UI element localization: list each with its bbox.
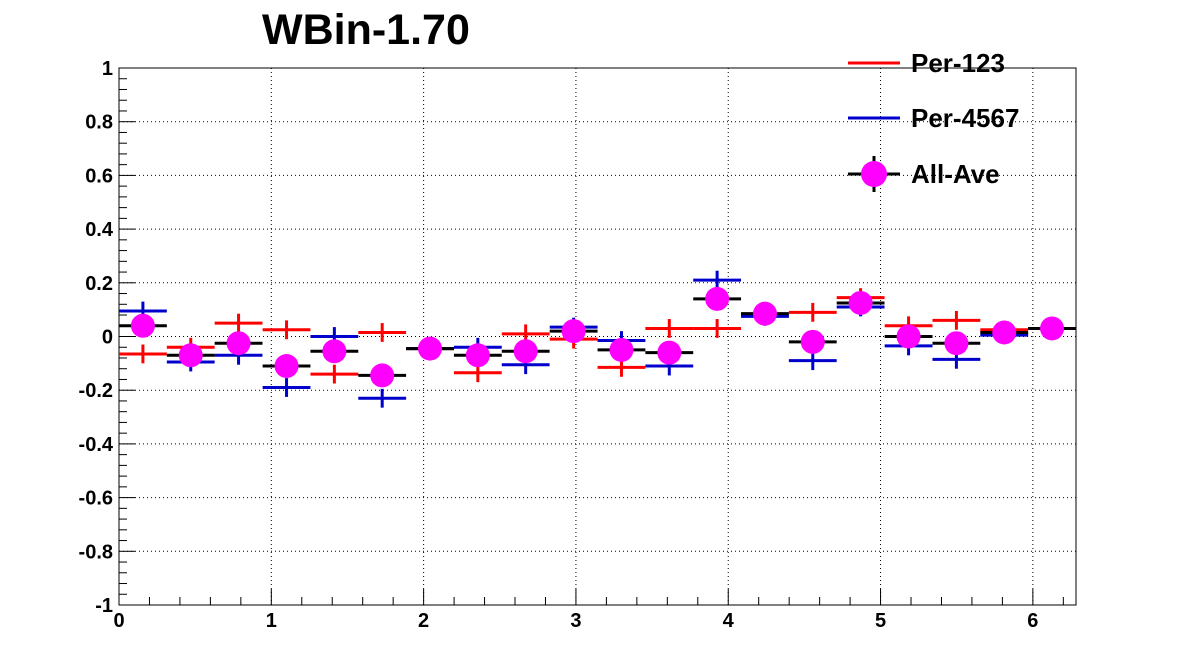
legend-entry: Per-123 (848, 48, 1005, 78)
x-tick-label: 3 (570, 610, 581, 632)
y-axis: -1 -0.8 -0.6 -0.4 -0.2 0 0.2 0.4 0.6 0.8 1 (79, 58, 135, 617)
y-tick-label: -0.2 (79, 380, 113, 402)
legend-entry: Per-4567 (848, 103, 1019, 133)
y-tick-label: -1 (95, 595, 113, 617)
y-tick-label: 0.4 (85, 219, 114, 241)
x-tick-label: 0 (113, 610, 124, 632)
legend-label: Per-4567 (911, 103, 1019, 133)
all-ave-point (513, 339, 538, 364)
all-ave-point (465, 343, 490, 368)
x-axis: 0 1 2 3 4 5 6 (113, 589, 1064, 632)
all-ave-point (752, 301, 777, 326)
y-tick-label: 0.8 (85, 112, 113, 134)
all-ave-point (800, 329, 825, 354)
legend: Per-123 Per-4567 All-Ave (848, 48, 1019, 192)
all-ave-point (130, 313, 155, 338)
y-tick-label: 0.2 (85, 273, 113, 295)
x-tick-label: 5 (875, 610, 886, 632)
x-tick-label: 2 (418, 610, 429, 632)
y-tick-label: -0.8 (79, 541, 113, 563)
y-tick-label: -0.6 (79, 488, 113, 510)
all-ave-point (370, 363, 395, 388)
all-ave-point (418, 336, 443, 361)
all-ave-point (1040, 316, 1065, 341)
all-ave-point (657, 340, 682, 365)
legend-label: Per-123 (911, 48, 1005, 78)
legend-label: All-Ave (911, 159, 1000, 189)
series-all-ave (119, 286, 1076, 388)
x-tick-label: 1 (266, 610, 277, 632)
all-ave-point (944, 331, 969, 356)
all-ave-point (896, 324, 921, 349)
all-ave-point (848, 290, 873, 315)
chart-title: WBin-1.70 (262, 6, 470, 54)
x-tick-label: 6 (1027, 610, 1038, 632)
all-ave-point (322, 339, 347, 364)
y-tick-label: -0.4 (79, 434, 114, 456)
all-ave-point (178, 343, 203, 368)
y-tick-label: 0.6 (85, 165, 113, 187)
y-tick-label: 0 (102, 327, 113, 349)
all-ave-point (561, 319, 586, 344)
all-ave-point (609, 337, 634, 362)
legend-entry: All-Ave (848, 156, 1000, 192)
data-series (119, 270, 1076, 408)
all-ave-point (992, 320, 1017, 345)
all-ave-point (705, 286, 730, 311)
x-tick-label: 4 (723, 610, 735, 632)
all-ave-point (226, 331, 251, 356)
all-ave-point (274, 354, 299, 379)
y-tick-label: 1 (102, 58, 113, 80)
legend-marker (861, 161, 887, 187)
